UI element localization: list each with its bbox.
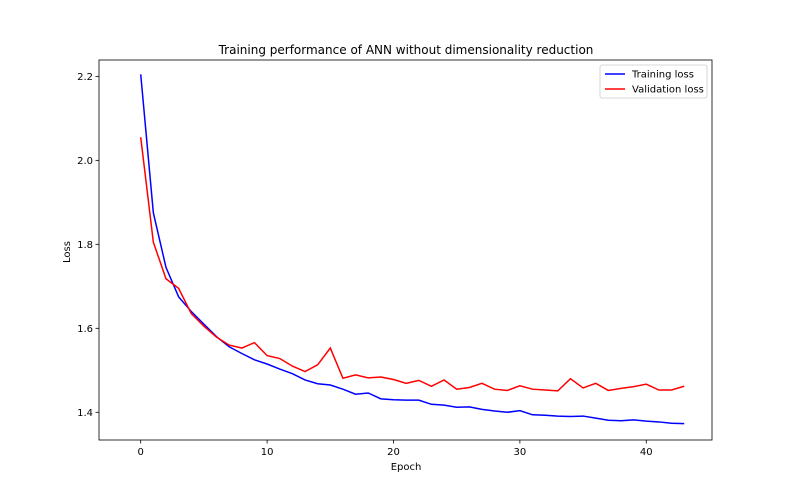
chart-title: Training performance of ANN without dime… bbox=[218, 43, 594, 57]
y-tick-label: 1.6 bbox=[77, 324, 93, 335]
plot-lines bbox=[139, 74, 685, 425]
legend-label: Validation loss bbox=[632, 85, 704, 96]
x-tick-label: 20 bbox=[387, 447, 400, 458]
legend-box bbox=[599, 64, 708, 99]
y-tick-label: 1.4 bbox=[77, 408, 93, 419]
x-axis-label: Epoch bbox=[391, 462, 422, 473]
x-tick-label: 0 bbox=[138, 447, 144, 458]
plot-frame bbox=[98, 59, 713, 441]
legend-label: Training loss bbox=[631, 70, 694, 81]
x-tick-label: 40 bbox=[640, 447, 653, 458]
x-tick-label: 10 bbox=[261, 447, 274, 458]
y-axis-ticks: 1.4 1.6 1.8 2.0 2.2 bbox=[77, 72, 99, 419]
x-tick-label: 30 bbox=[514, 447, 527, 458]
series-line-training-loss bbox=[139, 74, 685, 425]
series-line-validation-loss bbox=[139, 137, 685, 392]
x-axis-ticks: 0 10 20 30 40 bbox=[138, 440, 653, 458]
y-tick-label: 1.8 bbox=[77, 240, 93, 251]
y-tick-label: 2.0 bbox=[77, 156, 93, 167]
legend: Training loss Validation loss bbox=[599, 64, 708, 99]
y-axis-label: Loss bbox=[62, 241, 73, 263]
y-tick-label: 2.2 bbox=[77, 72, 93, 83]
